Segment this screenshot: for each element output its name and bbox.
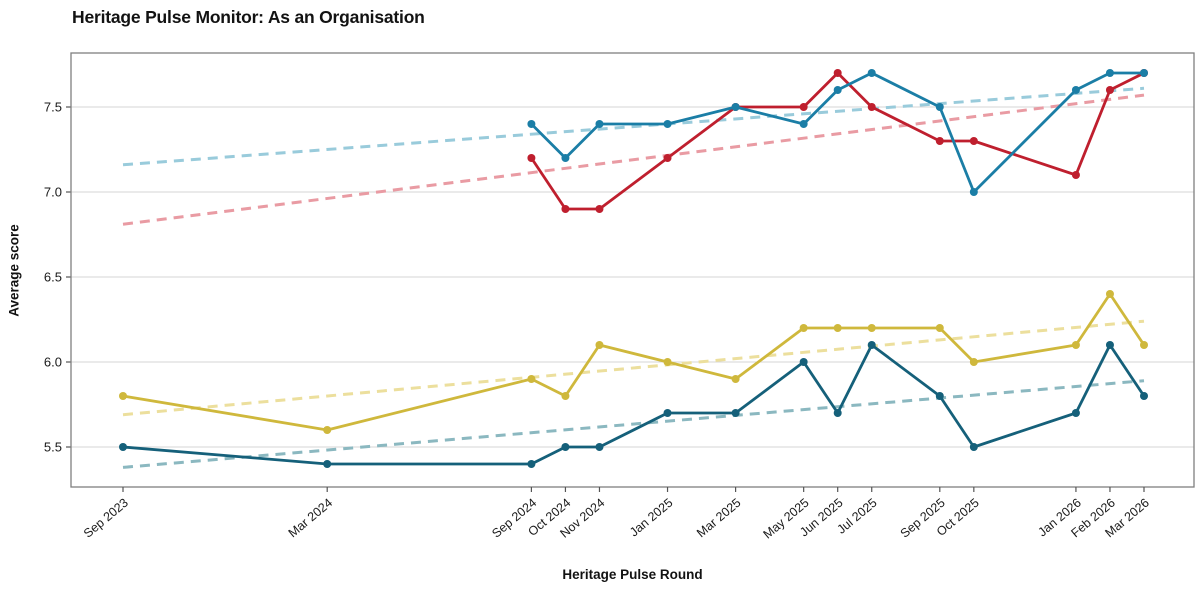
series-teal-blue-point [833,86,842,94]
series-yellow-point [119,392,127,400]
series-yellow-point [663,358,672,366]
x-tick-label: Jan 2025 [627,496,675,540]
y-tick-label: 5.5 [44,440,62,455]
series-teal-blue-point [1140,69,1148,77]
series-teal-blue-point [935,103,944,111]
series-yellow-point [867,324,876,332]
series-dark-teal-line [121,343,1146,466]
series-red-point [527,154,536,162]
series-dark-teal-point [663,409,672,417]
series-red-point [595,205,604,213]
series-dark-teal-point [935,392,944,400]
series-teal-blue-point [1105,69,1114,77]
x-tick-label: Mar 2025 [694,496,743,541]
x-tick-label: Sep 2023 [81,496,131,541]
series-yellow-point [1071,341,1080,349]
series-teal-blue-point [969,188,978,196]
series-dark-teal-point [323,460,332,468]
series-teal-blue-point [1071,86,1080,94]
x-axis-title: Heritage Pulse Round [562,567,703,582]
series-dark-teal-point [731,409,740,417]
series-dark-teal-point [799,358,808,366]
series-yellow-point [969,358,978,366]
series-yellow-point [833,324,842,332]
series-red-point [969,137,978,145]
trend-yellow-line [122,319,1145,417]
series-dark-teal-point [561,443,570,451]
series-red-point [867,103,876,111]
series-yellow-point [799,324,808,332]
series-dark-teal-point [833,409,842,417]
series-teal-blue-point [731,103,740,111]
series-yellow-point [323,426,332,434]
series-teal-blue-point [527,120,536,128]
series-red-point [935,137,944,145]
series-teal-blue-point [663,120,672,128]
series-dark-teal-point [119,443,127,451]
y-tick-label: 6.0 [44,355,62,370]
series-dark-teal-point [1071,409,1080,417]
series-teal-blue-point [595,120,604,128]
series-teal-blue-point [867,69,876,77]
trend-red-line [122,93,1145,226]
chart-title: Heritage Pulse Monitor: As an Organisati… [72,7,425,27]
series-yellow-point [1105,290,1114,298]
series-red-point [561,205,570,213]
series-dark-teal-point [969,443,978,451]
plot-border [70,52,1195,488]
series-dark-teal-point [1105,341,1114,349]
y-axis-title: Average score [6,224,22,317]
series-dark-teal-point [595,443,604,451]
x-tick-label: Mar 2024 [286,496,335,541]
series-red-point [1105,86,1114,94]
series-teal-blue-point [561,154,570,162]
series-yellow-point [1140,341,1148,349]
series-red-point [663,154,672,162]
series-teal-blue-point [799,120,808,128]
series-dark-teal-point [867,341,876,349]
series-dark-teal-point [1140,392,1148,400]
series-red-point [1071,171,1080,179]
series-red-point [833,69,842,77]
series-yellow-point [561,392,570,400]
series-yellow-point [595,341,604,349]
trend-teal-blue-line [122,86,1145,167]
series-yellow-point [731,375,740,383]
series-red-point [799,103,808,111]
y-tick-label: 7.5 [44,100,62,115]
series-yellow-point [935,324,944,332]
y-tick-label: 7.0 [44,185,62,200]
series-yellow-point [527,375,536,383]
series-dark-teal-point [527,460,536,468]
trend-dark-teal-line [122,379,1145,469]
y-tick-label: 6.5 [44,270,62,285]
